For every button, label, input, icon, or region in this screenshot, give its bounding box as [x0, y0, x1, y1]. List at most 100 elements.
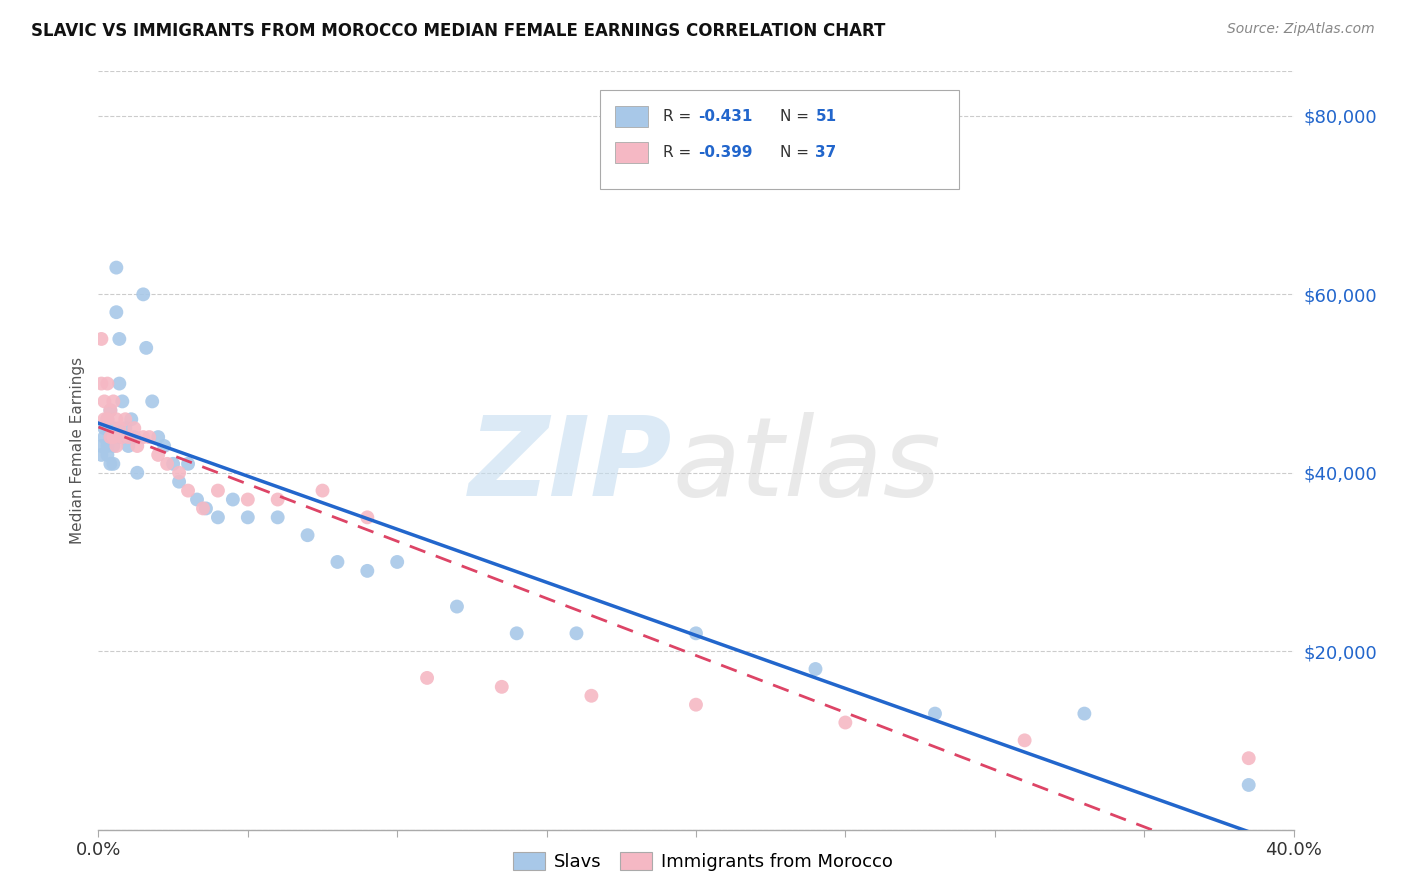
- Point: [96, 448, 118, 462]
- Point: [162, 457, 184, 471]
- Point: [311, 483, 333, 498]
- Point: [90, 448, 112, 462]
- Text: R =: R =: [662, 145, 696, 160]
- Point: [138, 430, 160, 444]
- Point: [565, 626, 588, 640]
- Point: [446, 599, 468, 614]
- Point: [90, 376, 112, 391]
- Point: [90, 439, 112, 453]
- Point: [236, 510, 259, 524]
- Point: [93, 412, 115, 426]
- Point: [117, 439, 139, 453]
- Point: [98, 403, 122, 417]
- Point: [153, 439, 176, 453]
- Point: [326, 555, 349, 569]
- Point: [236, 492, 259, 507]
- Text: R =: R =: [662, 110, 696, 124]
- Point: [207, 510, 229, 524]
- Point: [111, 430, 134, 444]
- Text: ZIP: ZIP: [468, 412, 672, 519]
- Point: [356, 510, 378, 524]
- Point: [98, 457, 122, 471]
- FancyBboxPatch shape: [614, 106, 648, 128]
- Point: [135, 341, 157, 355]
- Point: [117, 430, 139, 444]
- Point: [177, 457, 200, 471]
- Point: [98, 403, 122, 417]
- Point: [98, 430, 122, 444]
- Y-axis label: Median Female Earnings: Median Female Earnings: [69, 357, 84, 544]
- Point: [297, 528, 319, 542]
- Point: [924, 706, 946, 721]
- Point: [108, 430, 131, 444]
- Point: [93, 430, 115, 444]
- Point: [111, 394, 134, 409]
- Point: [98, 430, 122, 444]
- Point: [105, 439, 128, 453]
- Text: N =: N =: [779, 110, 814, 124]
- Point: [114, 421, 136, 435]
- Point: [108, 421, 131, 435]
- Point: [195, 501, 218, 516]
- Point: [385, 555, 409, 569]
- Point: [1014, 733, 1036, 747]
- Point: [491, 680, 513, 694]
- Point: [93, 394, 115, 409]
- Point: [148, 430, 170, 444]
- Text: SLAVIC VS IMMIGRANTS FROM MOROCCO MEDIAN FEMALE EARNINGS CORRELATION CHART: SLAVIC VS IMMIGRANTS FROM MOROCCO MEDIAN…: [31, 22, 886, 40]
- Point: [96, 439, 118, 453]
- Point: [132, 430, 155, 444]
- Point: [167, 475, 190, 489]
- Point: [96, 376, 118, 391]
- Point: [685, 626, 707, 640]
- Point: [114, 412, 136, 426]
- Point: [132, 287, 155, 301]
- Point: [120, 412, 142, 426]
- Point: [148, 448, 170, 462]
- Point: [124, 421, 146, 435]
- Point: [356, 564, 378, 578]
- Point: [581, 689, 603, 703]
- Point: [124, 430, 146, 444]
- Point: [207, 483, 229, 498]
- Point: [90, 332, 112, 346]
- Point: [127, 466, 149, 480]
- Point: [93, 421, 115, 435]
- Point: [156, 457, 179, 471]
- Point: [127, 439, 149, 453]
- Point: [177, 483, 200, 498]
- Point: [804, 662, 827, 676]
- Point: [108, 376, 131, 391]
- Text: 51: 51: [815, 110, 837, 124]
- Point: [685, 698, 707, 712]
- Text: N =: N =: [779, 145, 814, 160]
- Text: -0.399: -0.399: [699, 145, 752, 160]
- FancyBboxPatch shape: [600, 90, 959, 189]
- Point: [416, 671, 439, 685]
- Text: atlas: atlas: [672, 412, 941, 519]
- FancyBboxPatch shape: [614, 142, 648, 163]
- Point: [267, 492, 290, 507]
- Point: [103, 457, 125, 471]
- Point: [834, 715, 856, 730]
- Point: [117, 430, 139, 444]
- Point: [103, 439, 125, 453]
- Text: Source: ZipAtlas.com: Source: ZipAtlas.com: [1227, 22, 1375, 37]
- Legend: Slavs, Immigrants from Morocco: Slavs, Immigrants from Morocco: [506, 845, 900, 879]
- Point: [186, 492, 208, 507]
- Point: [105, 305, 128, 319]
- Point: [1073, 706, 1095, 721]
- Point: [167, 466, 190, 480]
- Text: -0.431: -0.431: [699, 110, 752, 124]
- Point: [103, 430, 125, 444]
- Point: [108, 332, 131, 346]
- Point: [105, 412, 128, 426]
- Point: [1237, 778, 1260, 792]
- Point: [96, 412, 118, 426]
- Point: [1237, 751, 1260, 765]
- Text: 37: 37: [815, 145, 837, 160]
- Point: [103, 421, 125, 435]
- Point: [141, 394, 163, 409]
- Point: [267, 510, 290, 524]
- Point: [191, 501, 214, 516]
